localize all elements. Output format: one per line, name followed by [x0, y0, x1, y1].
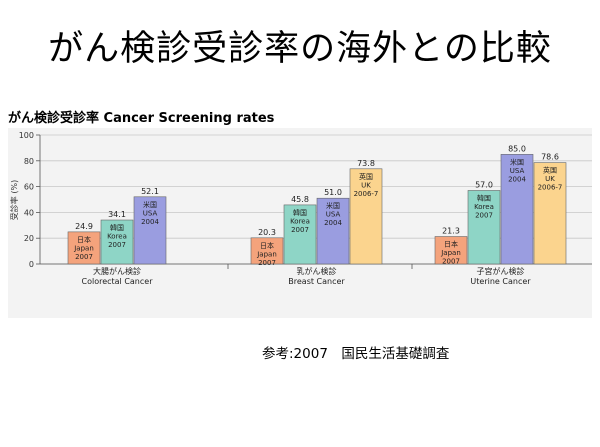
bar [100, 219, 134, 265]
bar-value-label: 24.9 [75, 222, 93, 231]
x-category-label-jp: 乳がん検診 [297, 266, 337, 276]
bar-country-label: 韓国 [110, 223, 124, 232]
y-axis-label: 受診率 (%) [9, 180, 19, 220]
bar-country-label: 米国 [326, 201, 340, 210]
bar-country-label: 英国 [359, 172, 373, 181]
bar-value-label: 73.8 [357, 159, 375, 168]
bar-country-label: 2007 [442, 258, 460, 266]
bar-country-label: 日本 [444, 240, 458, 249]
bar-value-label: 57.0 [475, 180, 493, 189]
y-tick-label: 20 [24, 234, 34, 243]
bar-country-label: Korea [107, 233, 127, 241]
bar-country-label: USA [143, 209, 158, 217]
bar-country-label: 2004 [324, 219, 342, 227]
bar [533, 162, 567, 265]
bar-value-label: 21.3 [442, 227, 460, 236]
bar-country-label: Japan [440, 249, 461, 257]
bar-country-label: USA [326, 211, 341, 219]
bar-country-label: 2007 [291, 226, 309, 234]
bar-country-label: Japan [73, 244, 94, 252]
x-category-label-jp: 子宮がん検診 [477, 266, 525, 276]
bar [349, 168, 383, 265]
bar-country-label: 米国 [143, 200, 157, 209]
page-title: がん検診受診率の海外との比較 [48, 29, 552, 69]
y-tick-label: 100 [19, 131, 34, 140]
bar-country-label: USA [510, 167, 525, 175]
bar-country-label: 韓国 [293, 208, 307, 217]
x-category-label-en: Colorectal Cancer [81, 277, 153, 286]
bar-country-label: 2007 [475, 211, 493, 219]
bar-value-label: 51.0 [324, 188, 342, 197]
bar-country-label: 2007 [258, 259, 276, 267]
bar [467, 190, 501, 265]
bar [283, 204, 317, 265]
bar [316, 197, 350, 265]
bar [67, 231, 101, 265]
source-note: 参考:2007 国民生活基礎調査 [262, 346, 450, 362]
x-category-label-en: Uterine Cancer [470, 277, 531, 286]
bar-value-label: 52.1 [141, 187, 159, 196]
x-category-label-en: Breast Cancer [288, 277, 345, 286]
y-tick-label: 60 [24, 183, 34, 192]
bar-country-label: 英国 [543, 166, 557, 175]
bar-country-label: UK [361, 181, 371, 189]
chart-title: がん検診受診率 Cancer Screening rates [8, 111, 275, 126]
y-tick-label: 0 [29, 260, 34, 269]
bar [434, 236, 468, 265]
x-category-label-jp: 大腸がん検診 [93, 266, 141, 276]
bar-country-label: 韓国 [477, 193, 491, 202]
bar-value-label: 20.3 [258, 228, 276, 237]
bar-country-label: Japan [256, 250, 277, 258]
bar-country-label: 日本 [77, 235, 91, 244]
bar-country-label: 2004 [141, 218, 159, 226]
bar [500, 154, 534, 265]
bar-country-label: 2007 [75, 253, 93, 261]
bar-country-label: 日本 [260, 241, 274, 250]
bar-country-label: 2006-7 [538, 184, 563, 192]
bar-country-label: UK [545, 175, 555, 183]
bar-value-label: 85.0 [508, 144, 526, 153]
y-tick-label: 80 [24, 157, 34, 166]
bar [133, 196, 167, 265]
bar-country-label: 2004 [508, 175, 526, 183]
bar-country-label: 米国 [510, 157, 524, 166]
bar-value-label: 45.8 [291, 195, 309, 204]
bar-value-label: 34.1 [108, 210, 126, 219]
y-tick-label: 40 [24, 208, 34, 217]
bar [250, 237, 284, 265]
bar-value-label: 78.6 [541, 153, 559, 162]
bar-country-label: Korea [290, 217, 310, 225]
bar-country-label: Korea [474, 203, 494, 211]
bar-country-label: 2006-7 [354, 190, 379, 198]
bar-country-label: 2007 [108, 241, 126, 249]
